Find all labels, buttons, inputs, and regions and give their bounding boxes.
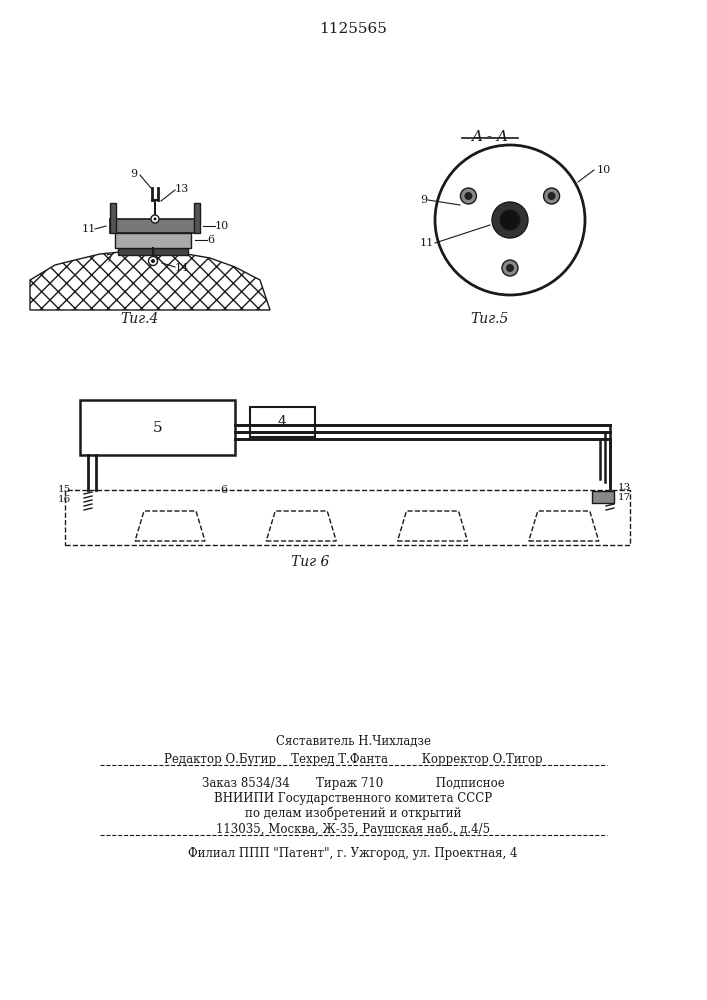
Bar bbox=[110, 203, 116, 233]
Text: Заказ 8534/34       Тираж 710              Подписное: Заказ 8534/34 Тираж 710 Подписное bbox=[201, 777, 504, 790]
Text: 15: 15 bbox=[58, 485, 71, 493]
Text: Τиг.4: Τиг.4 bbox=[121, 312, 159, 326]
Polygon shape bbox=[30, 250, 270, 310]
Bar bbox=[250, 407, 315, 437]
Text: 10: 10 bbox=[215, 221, 229, 231]
Text: 9: 9 bbox=[130, 169, 137, 179]
Circle shape bbox=[151, 259, 155, 263]
Circle shape bbox=[492, 202, 528, 238]
Bar bbox=[80, 400, 235, 455]
Bar bbox=[110, 219, 200, 233]
Circle shape bbox=[148, 256, 158, 265]
Circle shape bbox=[500, 210, 520, 230]
Text: Τиг.5: Τиг.5 bbox=[471, 312, 509, 326]
Text: 16: 16 bbox=[58, 495, 71, 504]
Text: 7: 7 bbox=[105, 254, 112, 264]
Text: Филиал ППП "Патент", г. Ужгород, ул. Проектная, 4: Филиал ППП "Патент", г. Ужгород, ул. Про… bbox=[188, 847, 518, 860]
Circle shape bbox=[464, 192, 472, 200]
Text: 4: 4 bbox=[278, 415, 287, 429]
Bar bbox=[592, 491, 614, 503]
Circle shape bbox=[544, 188, 559, 204]
Text: Τиг 6: Τиг 6 bbox=[291, 555, 329, 569]
Circle shape bbox=[151, 215, 159, 223]
Bar bbox=[115, 233, 191, 248]
Text: 6: 6 bbox=[207, 235, 214, 245]
Text: по делам изобретений и открытий: по делам изобретений и открытий bbox=[245, 807, 461, 820]
Text: 1125565: 1125565 bbox=[319, 22, 387, 36]
Circle shape bbox=[547, 192, 556, 200]
Text: 14: 14 bbox=[175, 263, 189, 273]
Circle shape bbox=[502, 260, 518, 276]
Text: ВНИИПИ Государственного комитета СССР: ВНИИПИ Государственного комитета СССР bbox=[214, 792, 492, 805]
Bar bbox=[118, 248, 188, 255]
Text: 113035, Москва, Ж-35, Раушская наб., д.4/5: 113035, Москва, Ж-35, Раушская наб., д.4… bbox=[216, 822, 490, 836]
Text: 11: 11 bbox=[82, 224, 96, 234]
Bar bbox=[194, 203, 200, 233]
Text: Сяставитель Н.Чихладзе: Сяставитель Н.Чихладзе bbox=[276, 735, 431, 748]
Text: 17: 17 bbox=[618, 492, 631, 502]
Circle shape bbox=[460, 188, 477, 204]
Text: 11: 11 bbox=[420, 238, 434, 248]
Text: Редактор О.Бугир    Техред Т.Фанта         Корректор О.Тигор: Редактор О.Бугир Техред Т.Фанта Корректо… bbox=[164, 753, 542, 766]
Circle shape bbox=[153, 218, 156, 221]
Text: A - A: A - A bbox=[472, 130, 508, 144]
Text: 5: 5 bbox=[153, 420, 163, 434]
Circle shape bbox=[506, 264, 514, 272]
Text: 13: 13 bbox=[175, 184, 189, 194]
Text: 9: 9 bbox=[420, 195, 427, 205]
Text: 13: 13 bbox=[618, 483, 631, 491]
Bar bbox=[65, 490, 630, 545]
Circle shape bbox=[435, 145, 585, 295]
Text: 6: 6 bbox=[220, 485, 227, 495]
Text: 10: 10 bbox=[597, 165, 612, 175]
